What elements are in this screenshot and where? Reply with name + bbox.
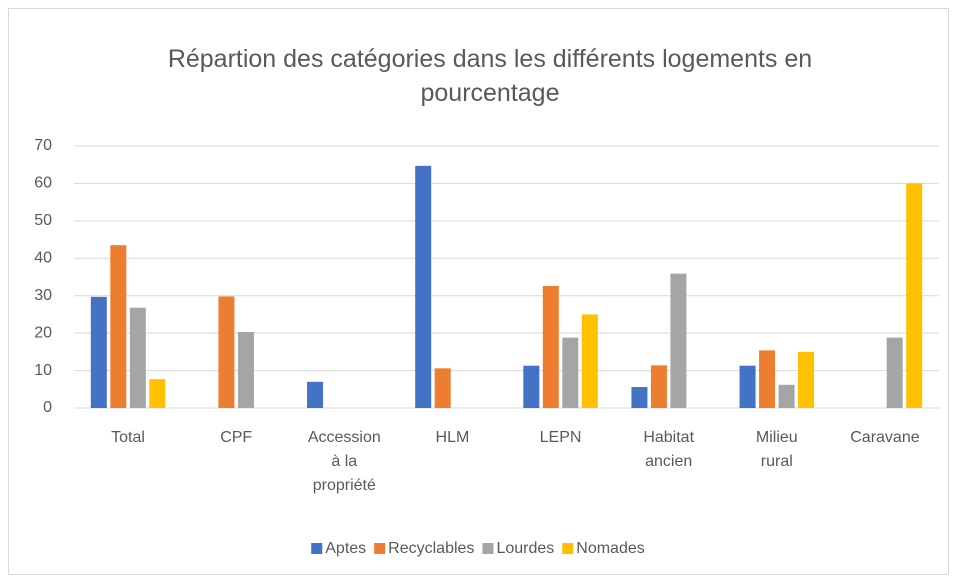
bar [149,379,166,408]
y-tick-label: 50 [34,212,52,229]
bar [129,307,146,408]
bar [798,351,815,408]
x-tick-label: Habitat ancien [643,429,694,470]
bar [581,314,598,408]
legend-label: Lourdes [496,540,554,557]
x-tick-label: Caravane [850,429,919,446]
x-tick-label: HLM [436,429,470,446]
bar [90,296,107,408]
x-tick-label: LEPN [540,429,582,446]
x-tick-label: Accession à la propriété [308,429,381,494]
bar [631,387,648,408]
legend-swatch [311,543,323,554]
y-tick-label: 30 [34,287,52,304]
legend-label: Recyclables [388,540,474,557]
bar [906,183,923,408]
y-tick-label: 20 [34,324,52,341]
bar [237,332,254,408]
x-tick-label: Milieu rural [756,429,798,470]
bar [218,296,235,408]
bar [415,165,432,408]
y-tick-label: 0 [43,399,52,416]
bar [542,285,559,408]
bar [434,368,451,408]
x-tick-label: CPF [220,429,252,446]
bar [886,337,903,408]
bar [523,365,540,408]
bar [670,273,687,408]
x-tick-label: Total [111,429,145,446]
chart-title: Répartion des catégories dans les différ… [168,45,812,107]
y-tick-label: 40 [34,250,52,267]
chart-frame [8,8,949,575]
legend-label: Nomades [576,540,644,557]
y-tick-label: 70 [34,137,52,154]
legend-swatch [562,543,574,554]
bar [110,245,127,408]
bar [307,381,324,408]
legend-label: Aptes [325,540,366,557]
bar [650,365,667,408]
legend-swatch [374,543,386,554]
bar [759,350,776,408]
legend-swatch [482,543,494,554]
y-tick-label: 10 [34,362,52,379]
bar [739,365,756,408]
bar [562,337,579,408]
y-tick-label: 60 [34,175,52,192]
bar [778,384,795,408]
